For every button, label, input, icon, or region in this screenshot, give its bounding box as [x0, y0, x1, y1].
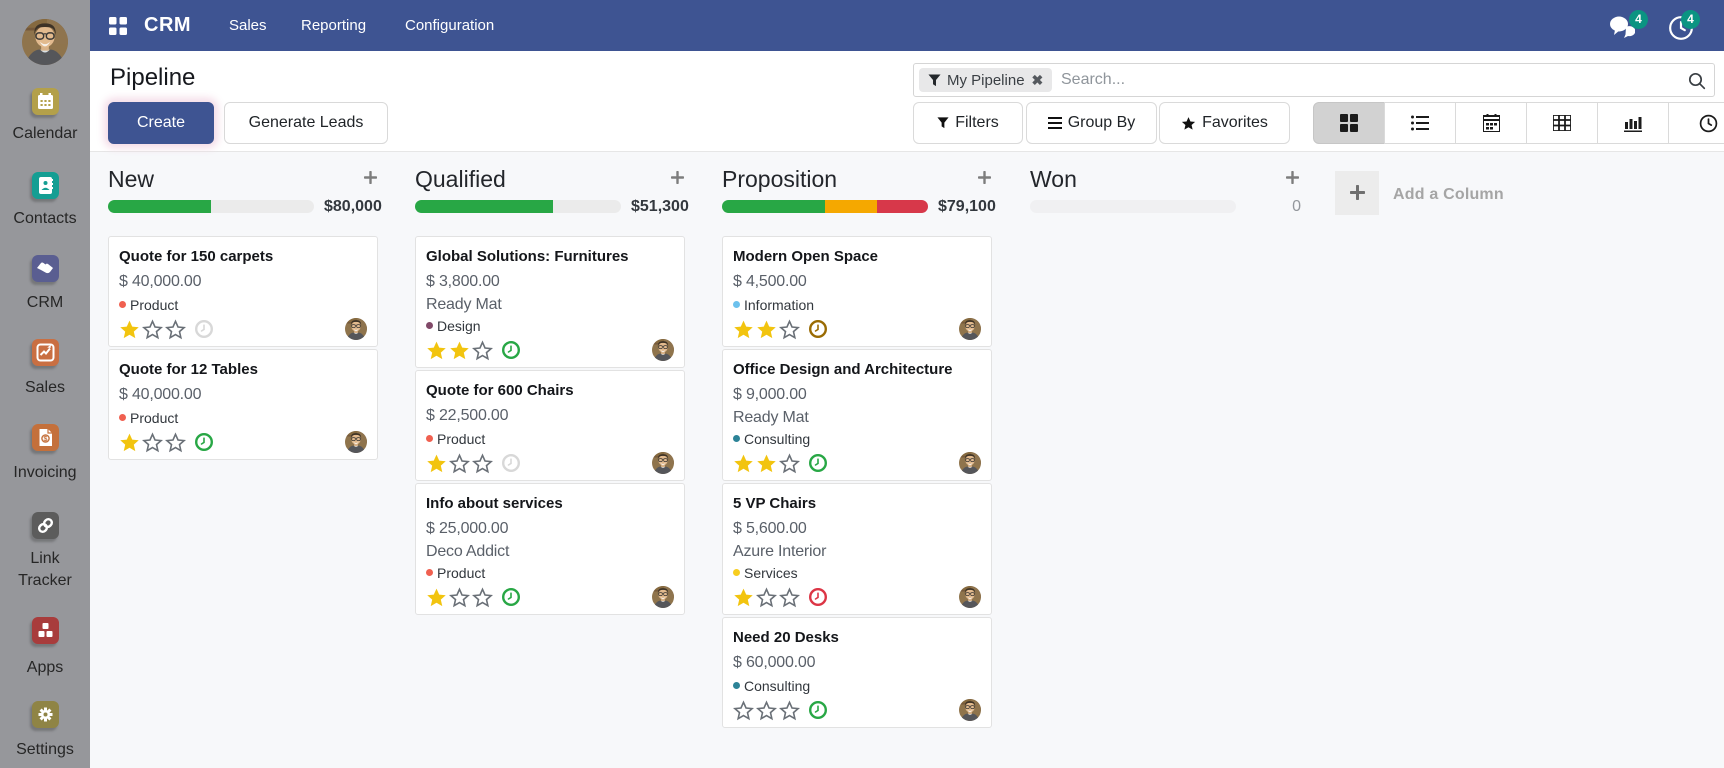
svg-text:$: $	[43, 436, 47, 443]
